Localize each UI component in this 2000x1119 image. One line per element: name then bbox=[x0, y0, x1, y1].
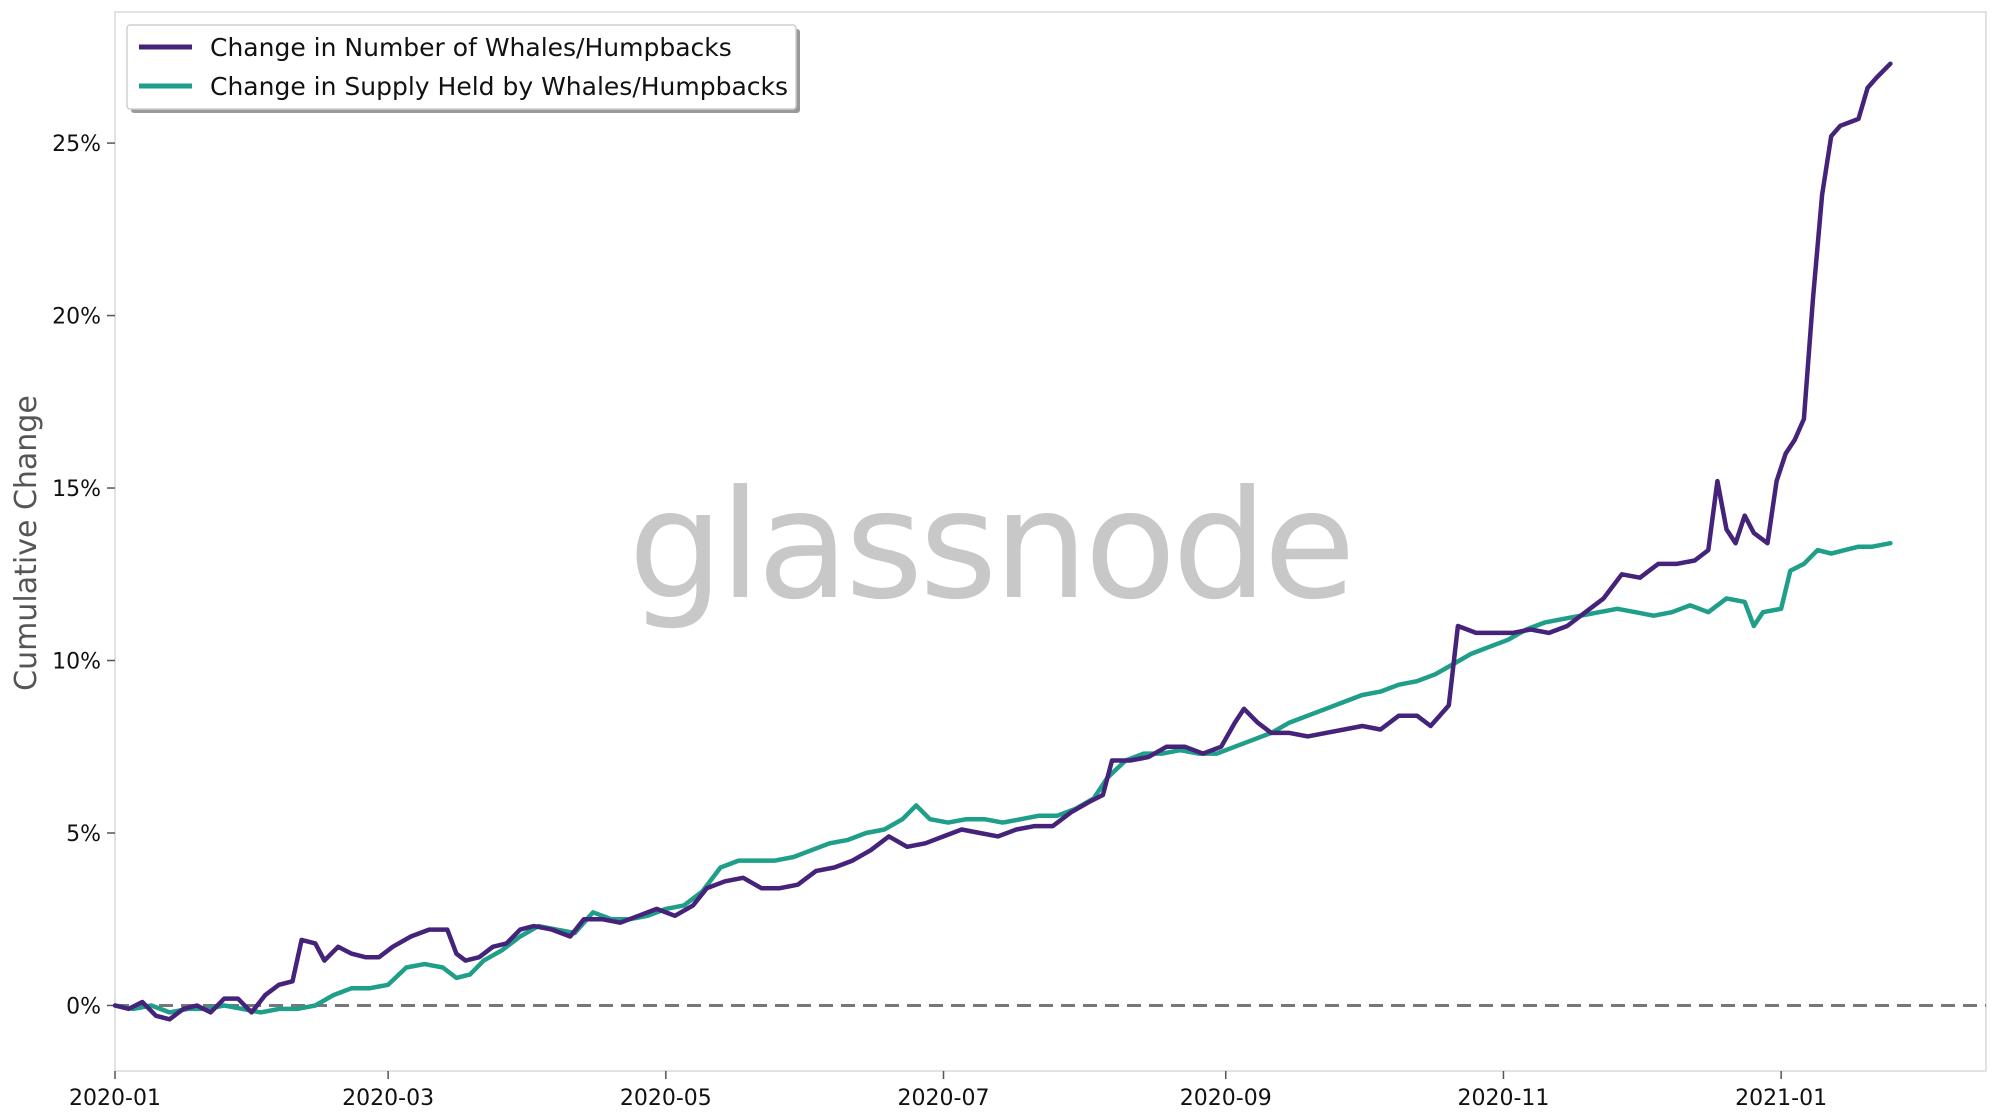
y-axis-title: Cumulative Change bbox=[9, 395, 44, 691]
series-layer bbox=[112, 61, 1893, 1022]
plot-area bbox=[114, 11, 1987, 1072]
watermark-logo: glassnode bbox=[628, 459, 1351, 633]
series-line-whale-count bbox=[112, 61, 1893, 1022]
legend: Change in Number of Whales/Humpbacks Cha… bbox=[126, 24, 800, 113]
x-tick-label: 2020-05 bbox=[620, 1086, 712, 1111]
y-axis: 0% 5% 10% 15% 20% 25% bbox=[52, 132, 115, 1019]
x-tick-label: 2020-09 bbox=[1180, 1086, 1272, 1111]
legend-box bbox=[126, 24, 797, 110]
x-tick-label: 2020-11 bbox=[1457, 1086, 1549, 1111]
y-tick-label: 0% bbox=[66, 994, 101, 1019]
series-line-whale-supply bbox=[112, 540, 1893, 1015]
y-tick-label: 10% bbox=[52, 650, 101, 675]
legend-label-whale-count: Change in Number of Whales/Humpbacks bbox=[210, 33, 732, 62]
y-tick-label: 20% bbox=[52, 305, 101, 330]
x-tick-label: 2021-01 bbox=[1735, 1086, 1827, 1111]
x-tick-label: 2020-01 bbox=[69, 1086, 161, 1111]
legend-label-whale-supply: Change in Supply Held by Whales/Humpback… bbox=[210, 72, 788, 101]
y-tick-label: 25% bbox=[52, 132, 101, 157]
x-tick-label: 2020-07 bbox=[898, 1086, 990, 1111]
x-tick-label: 2020-03 bbox=[342, 1086, 434, 1111]
y-tick-label: 5% bbox=[66, 822, 101, 847]
x-axis: 2020-01 2020-03 2020-05 2020-07 2020-09 2020-… bbox=[69, 1071, 1827, 1111]
y-tick-label: 15% bbox=[52, 477, 101, 502]
